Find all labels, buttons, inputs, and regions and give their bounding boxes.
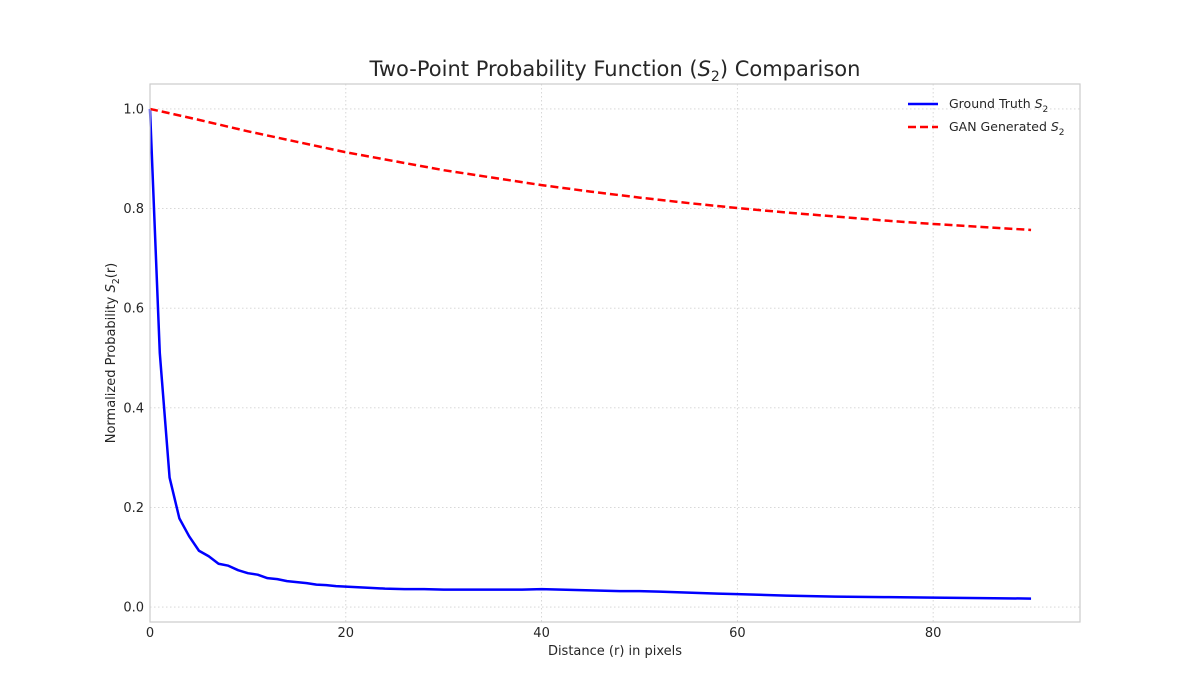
legend: Ground Truth S2 GAN Generated S2 [908, 96, 1065, 138]
x-tick-label: 0 [146, 626, 154, 641]
y-axis-label: Normalized Probability S2(r) [104, 263, 122, 444]
y-tick-label: 0.0 [123, 601, 144, 616]
legend-label-ground-truth: Ground Truth S2 [949, 96, 1048, 115]
plot-series [148, 107, 1032, 600]
series-line-ground-truth [148, 108, 1032, 600]
x-tick-label: 80 [925, 626, 942, 641]
x-axis-ticks: 0 20 40 60 80 [146, 626, 942, 641]
x-axis-label: Distance (r) in pixels [548, 644, 682, 659]
y-tick-label: 1.0 [123, 102, 144, 117]
chart-title: Two-Point Probability Function (S2) Comp… [369, 57, 861, 85]
y-tick-label: 0.2 [123, 501, 144, 516]
legend-label-gan-generated: GAN Generated S2 [949, 119, 1065, 138]
plot-frame [149, 83, 1081, 623]
x-tick-label: 20 [338, 626, 355, 641]
y-tick-label: 0.6 [123, 302, 144, 317]
y-tick-label: 0.4 [123, 401, 144, 416]
y-axis-ticks: 0.0 0.2 0.4 0.6 0.8 1.0 [123, 102, 144, 615]
series-line-gan-generated [149, 107, 1032, 232]
x-tick-label: 40 [533, 626, 550, 641]
x-tick-label: 60 [729, 626, 746, 641]
y-tick-label: 0.8 [123, 202, 144, 217]
